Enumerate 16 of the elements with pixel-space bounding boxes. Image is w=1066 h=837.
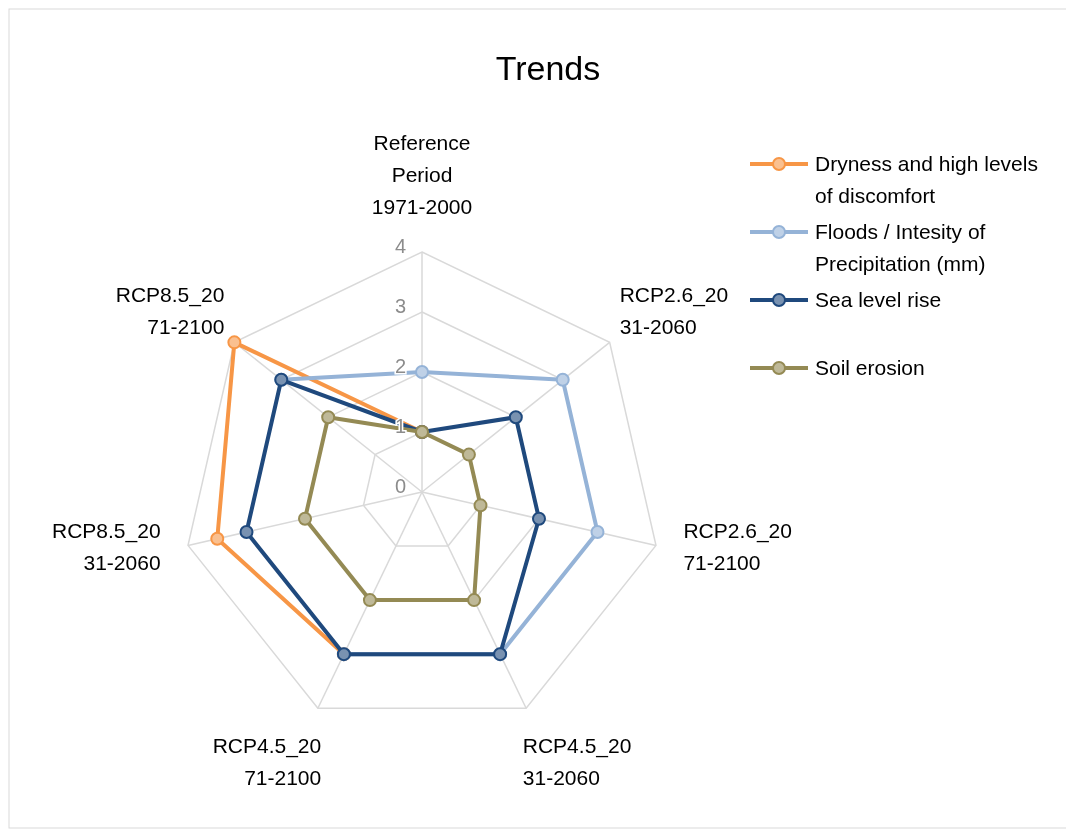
y-tick-label: 3 [394,295,406,317]
legend-label: Soil erosion [815,356,925,379]
spoke-label: RCP2.6_2071-2100 [683,518,792,574]
spoke-label: RCP2.6_2031-2060 [619,283,729,339]
spoke-label: Reference Period 1971-2000 [371,130,473,218]
spoke-label: RCP8.5_2031-2060 [52,518,161,574]
y-tick-label: 0 [394,475,406,497]
chart-title: Trends [495,49,601,87]
spoke-label: RCP8.5_2071-2100 [115,283,225,339]
legend-label: Sea level rise [815,288,942,311]
y-tick-label: 1 [394,415,406,437]
y-tick-label: 4 [394,235,406,257]
spoke-label: RCP4.5_2071-2100 [212,733,322,789]
legend-label: Floods / Intesity of Precipitation (mm) [815,220,986,275]
legend-label: Dryness and high levels of discomfort [815,152,1038,207]
spoke-label: RCP4.5_2031-2060 [522,733,632,789]
